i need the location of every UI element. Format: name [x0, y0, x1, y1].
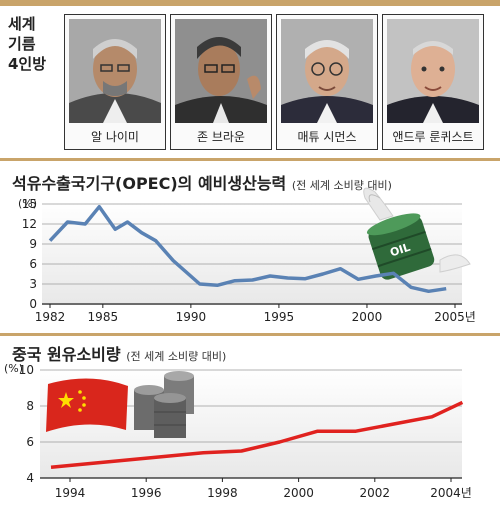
x-tick-label: 2002 — [360, 486, 391, 500]
opec-chart-title: 석유수출국기구(OPEC)의 예비생산능력 (전 세계 소비량 대비) — [12, 170, 392, 194]
section-divider — [0, 158, 500, 161]
portrait-name: 알 나이미 — [91, 130, 139, 144]
y-tick-label: 15 — [22, 197, 37, 211]
portrait-name: 매튜 시먼스 — [297, 130, 357, 144]
x-tick-label: 1998 — [207, 486, 238, 500]
y-tick-label: 3 — [29, 277, 37, 291]
x-tick-label: 1994 — [55, 486, 86, 500]
y-tick-label: 0 — [29, 297, 37, 311]
china-series-line — [50, 400, 464, 469]
portrait-photo — [69, 19, 161, 123]
x-tick-label: 2004년 — [430, 486, 472, 500]
header-title-line: 기름 — [8, 35, 36, 53]
y-tick-label: 10 — [19, 363, 34, 377]
flying-oil-barrel-icon: OIL — [363, 187, 471, 280]
x-tick-label: 2000 — [352, 310, 383, 324]
china-chart-title: 중국 원유소비량 (전 세계 소비량 대비) — [12, 341, 226, 365]
y-tick-label: 8 — [26, 399, 34, 413]
portrait-card: 매튜 시먼스 — [276, 14, 378, 150]
china-flag-oil-barrels-icon — [46, 371, 194, 438]
svg-text:OIL: OIL — [388, 241, 411, 260]
portrait-name: 앤드루 룬퀴스트 — [392, 130, 474, 144]
opec-y-unit-label: (%) — [18, 197, 37, 210]
x-tick-label: 1995 — [264, 310, 295, 324]
header-title-line: 4인방 — [8, 55, 47, 73]
y-tick-label: 4 — [26, 471, 34, 485]
top-accent-bar — [0, 0, 500, 6]
y-tick-label: 6 — [29, 257, 37, 271]
portrait-photo — [387, 19, 479, 123]
header-title: 세계 기름 4인방 — [8, 14, 58, 74]
portrait-card: 앤드루 룬퀴스트 — [382, 14, 484, 150]
china-y-unit-label: (%) — [4, 362, 23, 375]
y-tick-label: 9 — [29, 237, 37, 251]
section-divider — [0, 333, 500, 336]
x-tick-label: 1982 — [35, 310, 66, 324]
china-consumption-chart: 4 6 8 10 1994 1996 1998 2000 2002 2004년 (%) — [4, 362, 472, 500]
x-tick-label: 1990 — [176, 310, 207, 324]
x-tick-label: 2005년 — [434, 310, 476, 324]
x-tick-label: 1996 — [131, 486, 162, 500]
china-chart-title-text: 중국 원유소비량 — [12, 345, 121, 364]
opec-spare-capacity-chart: 0 3 6 9 12 15 1982 1985 1990 1995 2000 2005년 (%) O… — [18, 187, 476, 324]
header-title-line: 세계 — [8, 15, 36, 33]
portrait-photo — [175, 19, 267, 123]
x-tick-label: 1985 — [88, 310, 119, 324]
portrait-name: 존 브라운 — [197, 130, 245, 144]
opec-chart-title-text: 석유수출국기구(OPEC)의 예비생산능력 — [12, 174, 287, 193]
y-tick-label: 12 — [22, 217, 37, 231]
portrait-card: 존 브라운 — [170, 14, 272, 150]
portrait-card: 알 나이미 — [64, 14, 166, 150]
y-tick-label: 6 — [26, 435, 34, 449]
china-chart-subtitle: (전 세계 소비량 대비) — [126, 350, 227, 363]
portrait-photo — [281, 19, 373, 123]
x-tick-label: 2000 — [283, 486, 314, 500]
opec-series-line — [48, 204, 447, 294]
